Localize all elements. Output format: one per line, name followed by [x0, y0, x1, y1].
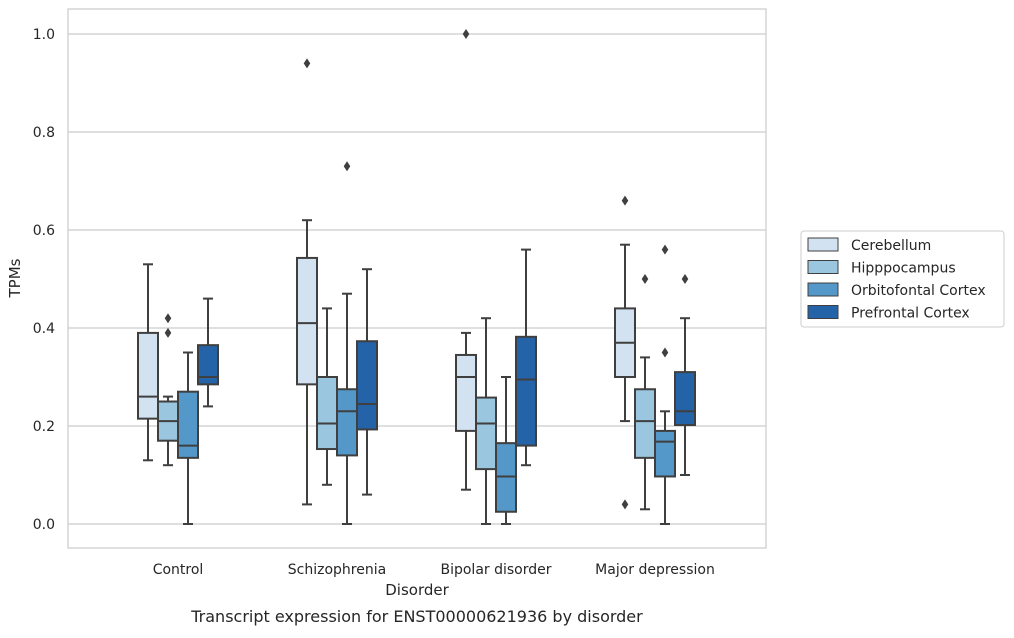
- chart-caption: Transcript expression for ENST0000062193…: [190, 607, 643, 626]
- legend-item: Prefrontal Cortex: [807, 305, 970, 322]
- box-body: [634, 388, 656, 459]
- legend-swatch: [807, 282, 839, 297]
- box-body: [137, 331, 159, 420]
- legend-item: Hipppocampus: [807, 260, 956, 277]
- box-1-3: [634, 274, 656, 511]
- legend-swatch: [807, 237, 839, 252]
- x-axis-label: Disorder: [385, 581, 449, 599]
- box-2-1: [336, 161, 358, 525]
- box-body: [654, 429, 676, 478]
- y-tick-label: 0.4: [33, 321, 55, 337]
- box-body: [455, 353, 477, 432]
- legend-item: Orbitofontal Cortex: [807, 282, 986, 299]
- outlier-point: [661, 347, 669, 358]
- x-tick-label: Major depression: [595, 562, 715, 578]
- box-body: [316, 376, 338, 451]
- legend-frame: [800, 230, 1005, 328]
- y-tick-label: 1.0: [33, 27, 55, 43]
- outlier-point: [343, 161, 351, 172]
- box-0-1: [296, 58, 318, 506]
- box-body: [177, 390, 199, 459]
- box-3-2: [515, 248, 537, 467]
- legend: Cerebellum Hipppocampus Orbitofontal Corte…: [800, 230, 1005, 328]
- outlier-point: [164, 327, 172, 338]
- box-body: [674, 371, 696, 427]
- x-tick-label: Bipolar disorder: [440, 562, 551, 578]
- box-body: [336, 388, 358, 457]
- legend-label: Hipppocampus: [851, 261, 956, 277]
- box-0-3: [614, 195, 636, 510]
- y-tick-label: 0.2: [33, 419, 55, 435]
- y-tick-label: 0.0: [33, 517, 55, 533]
- box-0-2: [455, 29, 477, 491]
- box-2-2: [495, 376, 517, 525]
- box-1-0: [157, 313, 179, 467]
- x-tick-labels: Control Schizophrenia Bipolar disorder Majo…: [153, 562, 715, 578]
- x-tick-label: Schizophrenia: [288, 562, 386, 578]
- box-3-1: [356, 268, 378, 496]
- x-tick-label: Control: [153, 562, 204, 578]
- box-0-0: [137, 263, 159, 462]
- box-body: [356, 340, 378, 431]
- outlier-point: [661, 244, 669, 255]
- box-3-0: [197, 297, 219, 408]
- legend-label: Orbitofontal Cortex: [851, 283, 986, 299]
- outlier-point: [621, 499, 629, 510]
- box-1-1: [316, 307, 338, 486]
- box-body: [197, 344, 219, 386]
- box-body: [515, 335, 537, 447]
- legend-label: Prefrontal Cortex: [851, 306, 970, 322]
- y-axis-label: TPMs: [6, 258, 24, 298]
- legend-swatch: [807, 260, 839, 274]
- legend-item: Cerebellum: [807, 237, 931, 254]
- outlier-point: [621, 195, 629, 206]
- box-2-3: [654, 244, 676, 525]
- legend-swatch: [807, 305, 839, 319]
- axes-frame: [67, 8, 767, 549]
- box-layer: [137, 29, 696, 525]
- box-3-3: [674, 274, 696, 476]
- y-tick-labels: 0.0 0.2 0.4 0.6 0.8 1.0: [33, 27, 55, 533]
- box-2-0: [177, 351, 199, 525]
- outlier-point: [641, 274, 649, 284]
- outlier-point: [303, 58, 311, 69]
- box-body: [296, 256, 318, 386]
- outlier-point: [164, 313, 172, 324]
- y-tick-label: 0.6: [33, 223, 55, 239]
- box-body: [475, 396, 497, 471]
- y-tick-label: 0.8: [33, 125, 55, 141]
- outlier-point: [462, 29, 470, 39]
- legend-label: Cerebellum: [851, 238, 931, 254]
- box-1-2: [475, 317, 497, 525]
- outlier-point: [681, 274, 689, 284]
